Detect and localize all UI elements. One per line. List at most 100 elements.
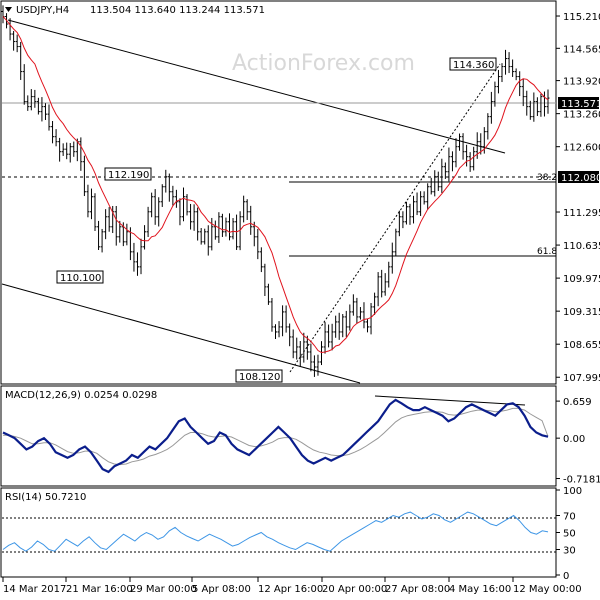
time-tick-label: 12 Apr 16:00: [258, 584, 323, 595]
candle: [341, 314, 345, 338]
candle: [461, 133, 465, 160]
candle: [291, 329, 295, 359]
candle: [33, 89, 37, 108]
candle: [192, 204, 196, 231]
candle: [458, 133, 462, 151]
candle: [227, 213, 231, 241]
time-tick-label: 5 Apr 08:00: [192, 584, 251, 595]
price-series: [1, 5, 550, 377]
candle: [167, 173, 171, 202]
candle: [245, 199, 249, 220]
candle: [525, 90, 529, 116]
macd-axis: 0.659 0.00 -0.7181: [556, 397, 600, 486]
candle: [330, 323, 334, 351]
candle: [380, 269, 384, 298]
candle: [203, 228, 207, 245]
candle: [426, 183, 430, 210]
candle: [412, 195, 416, 224]
candle: [397, 210, 401, 237]
candle: [419, 191, 423, 216]
candle: [443, 162, 447, 179]
candle: [97, 220, 101, 251]
price-tick-label: 109.315: [563, 307, 600, 318]
price-tick-label: 113.260: [563, 110, 600, 121]
current-price-value: 113.571: [561, 99, 600, 110]
candle: [231, 218, 235, 240]
rsi-title: RSI(14) 50.7210: [5, 492, 86, 503]
candle: [390, 242, 394, 274]
rsi-tick-label: 50: [563, 529, 576, 540]
ohlc-label: 113.504 113.640 113.244 113.571: [90, 5, 265, 16]
candle: [82, 155, 86, 197]
candle: [337, 312, 341, 340]
candle: [358, 307, 362, 320]
candle: [532, 92, 536, 122]
candle: [429, 177, 433, 195]
time-tick-label: 27 Apr 08:00: [385, 584, 450, 595]
candle: [472, 146, 476, 171]
dropdown-triangle-icon[interactable]: [5, 7, 12, 12]
candle: [224, 217, 228, 237]
candle: [295, 337, 299, 360]
candle: [153, 189, 157, 225]
candle: [132, 242, 136, 272]
candle: [157, 197, 161, 227]
price-tick-label: 111.295: [563, 208, 600, 219]
candle: [496, 69, 500, 94]
time-tick-label: 21 Mar 16:00: [66, 584, 133, 595]
candle: [334, 315, 338, 338]
candle: [468, 152, 472, 172]
candle: [440, 158, 444, 193]
candle: [362, 302, 366, 329]
candle: [433, 170, 437, 197]
candle: [259, 247, 263, 273]
candle: [489, 91, 493, 124]
candle: [376, 272, 380, 307]
candle: [436, 171, 440, 191]
candle: [242, 195, 246, 223]
candle: [511, 59, 515, 77]
candle: [383, 273, 387, 296]
time-tick-label: 20 Apr 00:00: [322, 584, 387, 595]
candle: [274, 324, 277, 339]
price-tick-label: 107.995: [563, 373, 600, 384]
moving-average-line: [2, 16, 549, 354]
candle: [302, 332, 306, 363]
candle: [355, 297, 359, 324]
candle: [281, 305, 285, 337]
candle: [114, 205, 118, 246]
svg-text:108.120: 108.120: [239, 372, 280, 383]
candle: [199, 228, 203, 245]
candle: [79, 137, 83, 171]
candle: [479, 133, 483, 155]
candle: [309, 343, 313, 372]
candle: [249, 205, 253, 235]
candle: [171, 185, 175, 206]
rsi-tick-label: 30: [563, 546, 576, 557]
candle: [298, 341, 302, 367]
price-tick-label: 109.975: [563, 274, 600, 285]
price-tick-label: 110.635: [563, 241, 600, 252]
candle: [220, 213, 224, 237]
candle: [72, 141, 76, 157]
candle: [528, 100, 532, 120]
candle: [373, 292, 377, 315]
rsi-tick-label: 100: [563, 486, 582, 497]
candle: [305, 335, 309, 360]
candle: [401, 211, 405, 229]
candle: [320, 341, 324, 366]
candle: [348, 304, 352, 331]
candle: [178, 198, 182, 226]
candle: [118, 220, 122, 243]
candle: [454, 138, 458, 168]
candle: [160, 184, 164, 207]
candle: [539, 93, 543, 117]
candle: [61, 143, 65, 156]
candle: [316, 354, 320, 376]
candle: [89, 188, 93, 220]
price-tick-label: 108.655: [563, 340, 600, 351]
candle: [54, 129, 58, 147]
